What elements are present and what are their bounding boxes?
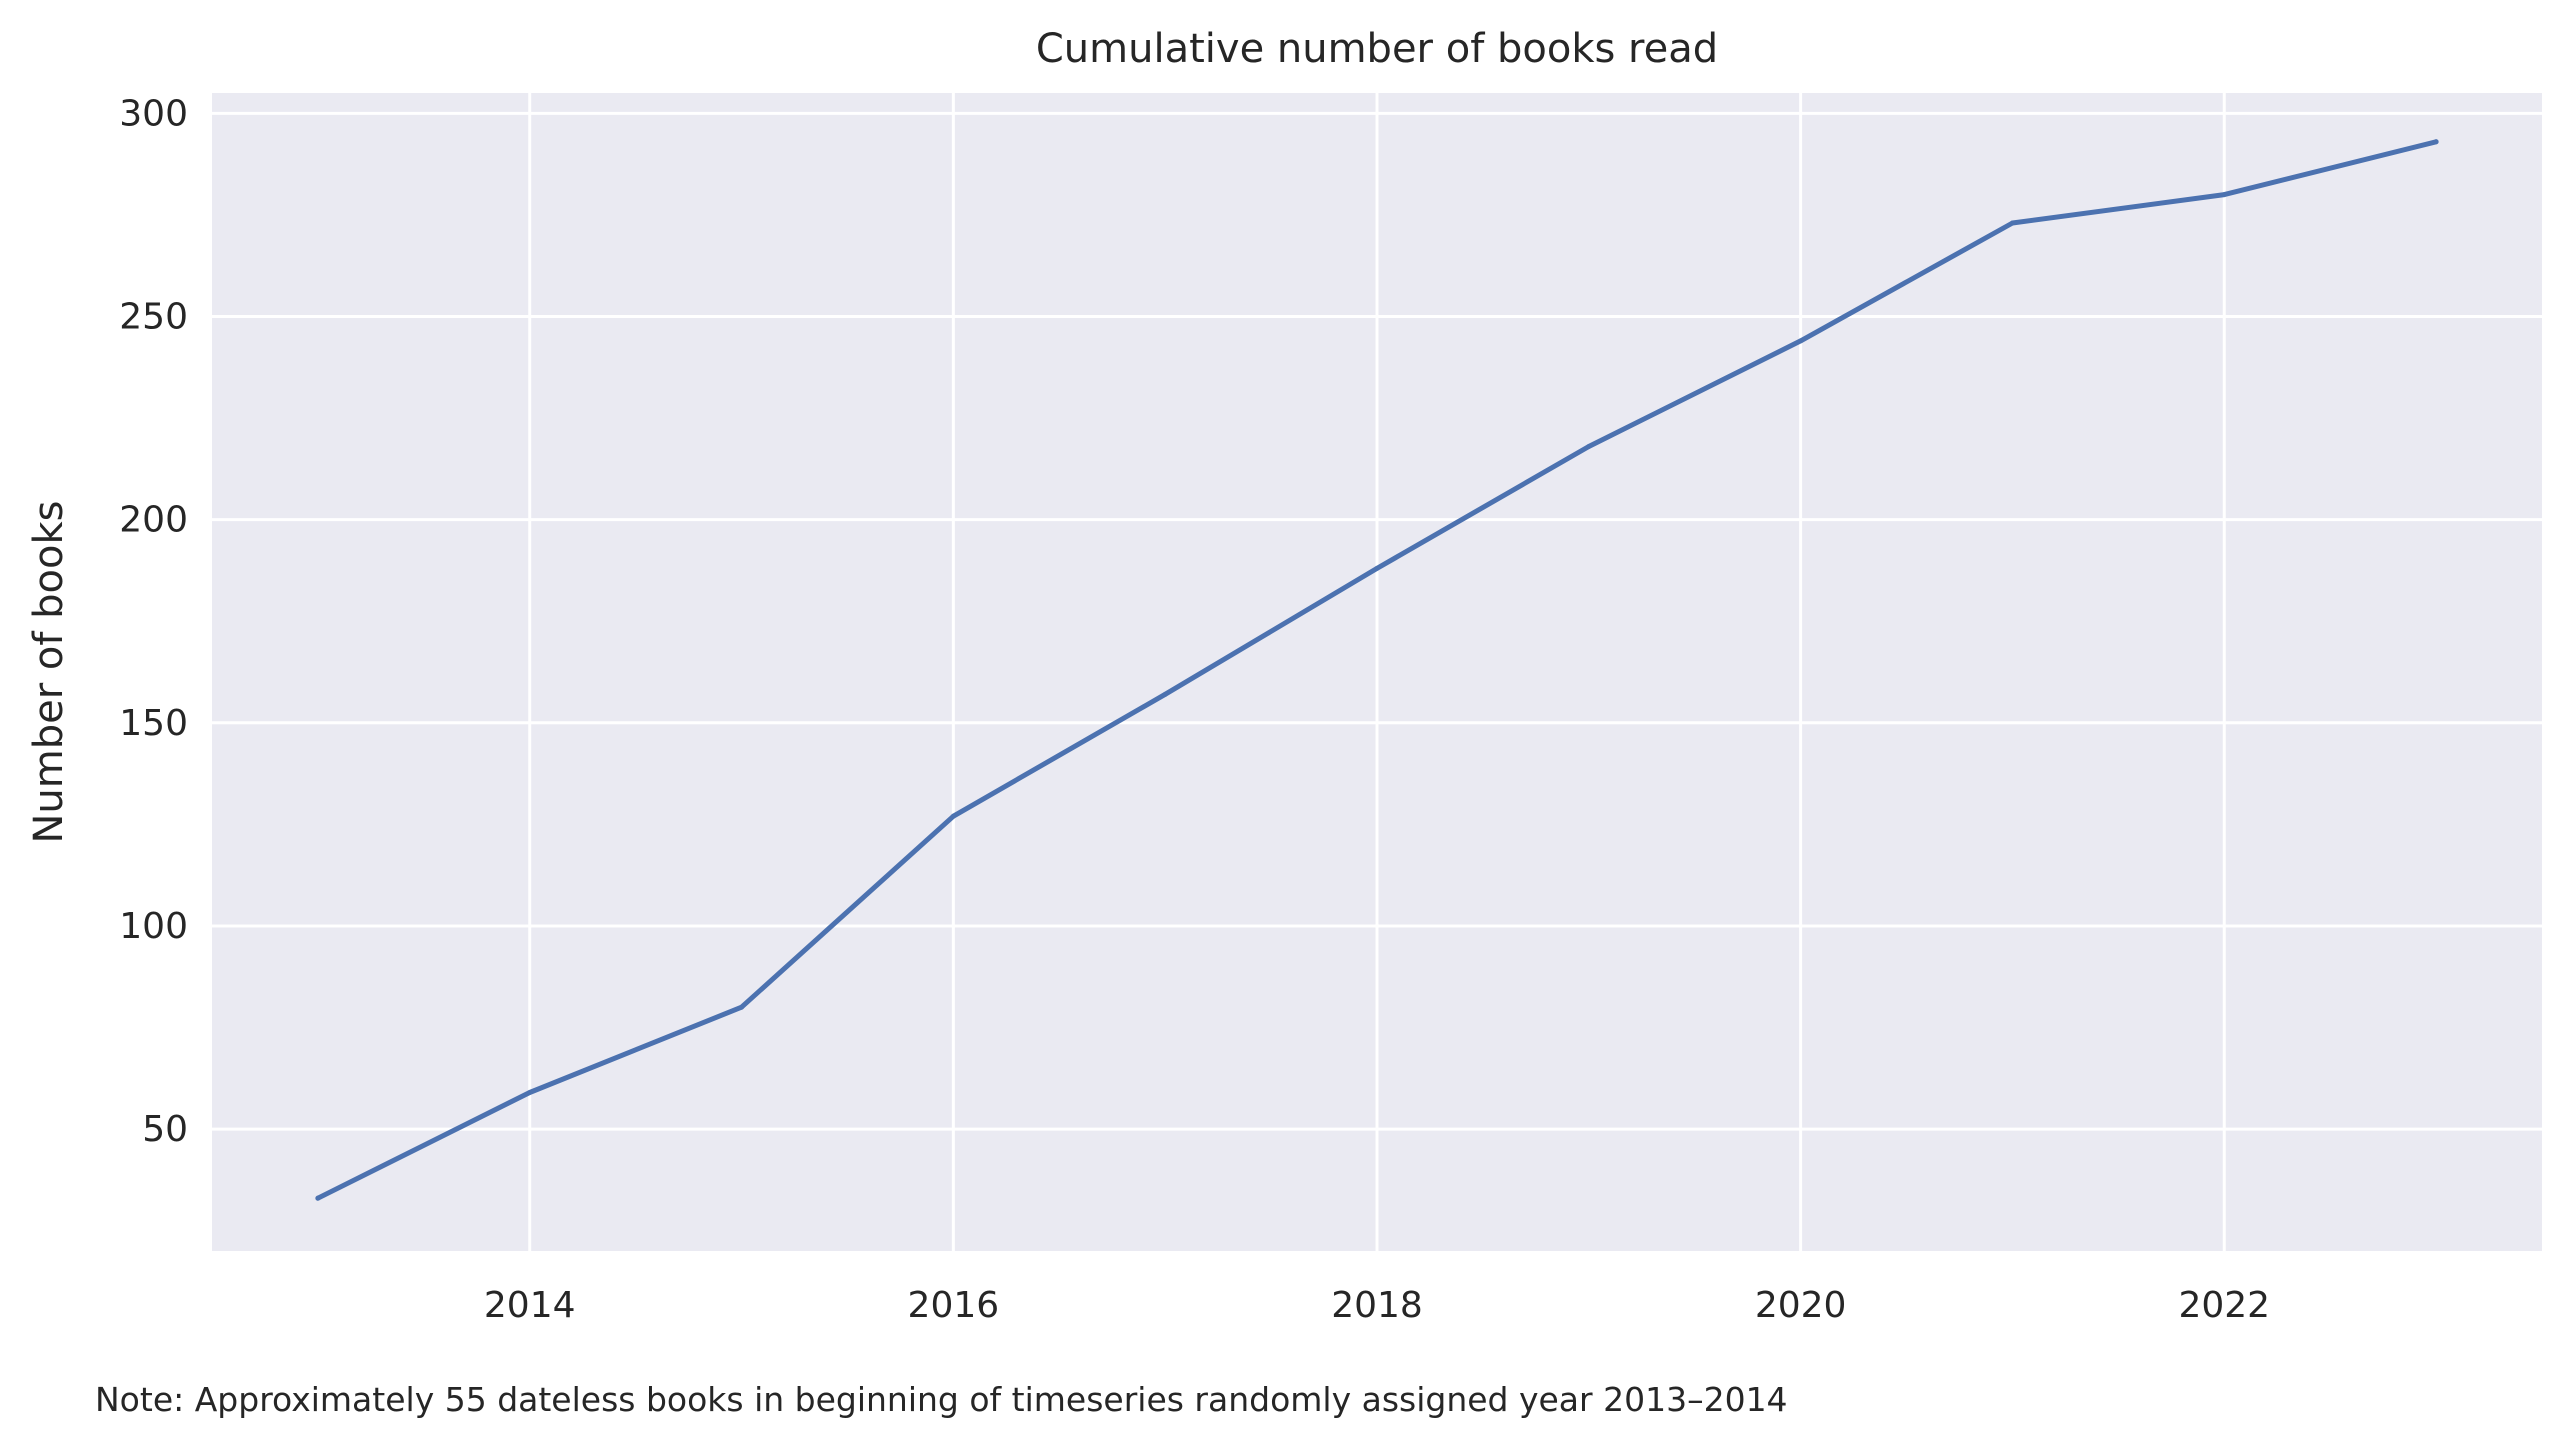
- series-layer: [315, 139, 2439, 1201]
- y-tick-label: 200: [119, 500, 188, 541]
- data-point: [1162, 691, 1168, 697]
- data-point: [950, 813, 956, 819]
- data-point: [2221, 192, 2227, 198]
- x-tick-labels: 2014 2016 2018 2020 2022: [484, 1285, 2270, 1326]
- footnote: Note: Approximately 55 dateless books in…: [95, 1380, 1788, 1419]
- x-tick-label: 2022: [2178, 1285, 2270, 1326]
- data-point: [2009, 220, 2015, 226]
- x-tick-label: 2014: [484, 1285, 576, 1326]
- x-tick-label: 2018: [1331, 1285, 1423, 1326]
- chart-title: Cumulative number of books read: [1036, 26, 1718, 72]
- data-point: [1374, 565, 1380, 571]
- y-tick-labels: 50 100 150 200 250 300: [119, 93, 188, 1150]
- y-axis-label: Number of books: [26, 500, 72, 843]
- data-point: [739, 1004, 745, 1010]
- y-tick-label: 300: [119, 93, 188, 134]
- data-point: [315, 1195, 321, 1201]
- y-tick-label: 150: [119, 703, 188, 744]
- y-tick-label: 50: [142, 1109, 188, 1150]
- x-tick-label: 2020: [1755, 1285, 1847, 1326]
- data-point: [2433, 139, 2439, 145]
- y-tick-label: 250: [119, 296, 188, 337]
- x-tick-label: 2016: [908, 1285, 1000, 1326]
- grid-lines: [212, 93, 2542, 1251]
- data-point: [527, 1090, 533, 1096]
- data-point: [1798, 338, 1804, 344]
- data-point: [1586, 443, 1592, 449]
- y-tick-label: 100: [119, 906, 188, 947]
